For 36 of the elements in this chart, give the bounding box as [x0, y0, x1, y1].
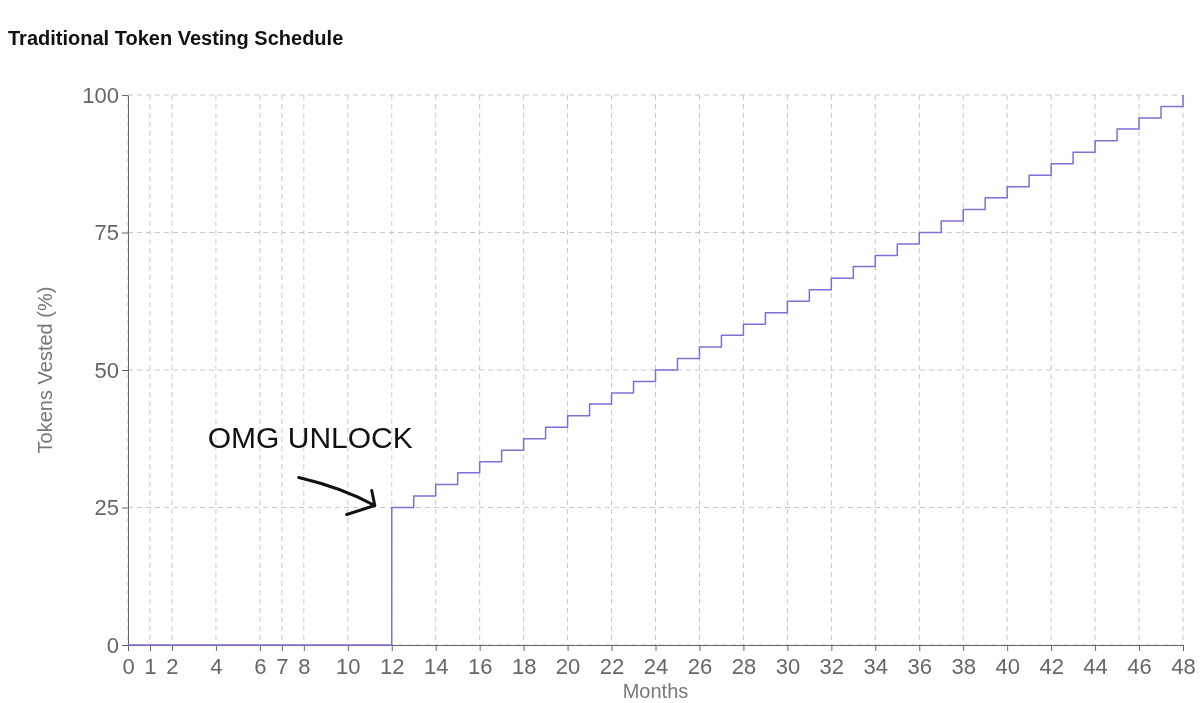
x-tick-label: 40: [995, 653, 1020, 679]
x-tick-label: 1: [144, 653, 157, 679]
annotation: OMG UNLOCK: [207, 420, 413, 454]
x-tick-label: 16: [467, 653, 493, 679]
x-tick-label: 28: [731, 653, 757, 679]
y-tick-label: 50: [94, 357, 119, 383]
x-tick-label: 18: [511, 653, 537, 679]
x-tick-label: 42: [1039, 653, 1064, 679]
y-axis-title: Tokens Vested (%): [34, 286, 56, 454]
x-tick-label: 7: [276, 653, 289, 679]
x-tick-label: 10: [336, 653, 361, 679]
y-tick-label: 0: [106, 632, 119, 658]
x-tick-label: 30: [775, 653, 801, 679]
x-tick-label: 20: [555, 653, 581, 679]
x-tick-label: 34: [863, 653, 889, 679]
x-tick-label: 8: [298, 653, 311, 679]
x-tick-label: 4: [210, 653, 223, 679]
x-axis-title: Months: [622, 680, 689, 702]
chart-title: Traditional Token Vesting Schedule: [8, 27, 344, 49]
x-tick-label: 14: [423, 653, 449, 679]
x-tick-label: 38: [951, 653, 976, 679]
x-tick-label: 2: [166, 653, 179, 679]
x-tick-label: 32: [819, 653, 845, 679]
x-tick-label: 12: [380, 653, 405, 679]
x-tick-label: 0: [122, 653, 135, 679]
y-tick-label: 25: [94, 495, 119, 521]
x-tick-label: 36: [907, 653, 932, 679]
x-tick-label: 44: [1083, 653, 1108, 679]
x-tick-label: 22: [599, 653, 625, 679]
x-tick-label: 46: [1127, 653, 1152, 679]
x-tick-label: 24: [643, 653, 669, 679]
y-tick-label: 100: [82, 82, 119, 108]
x-tick-label: 48: [1171, 653, 1196, 679]
x-tick-label: 6: [254, 653, 267, 679]
x-tick-label: 26: [687, 653, 713, 679]
y-tick-label: 75: [94, 220, 119, 246]
